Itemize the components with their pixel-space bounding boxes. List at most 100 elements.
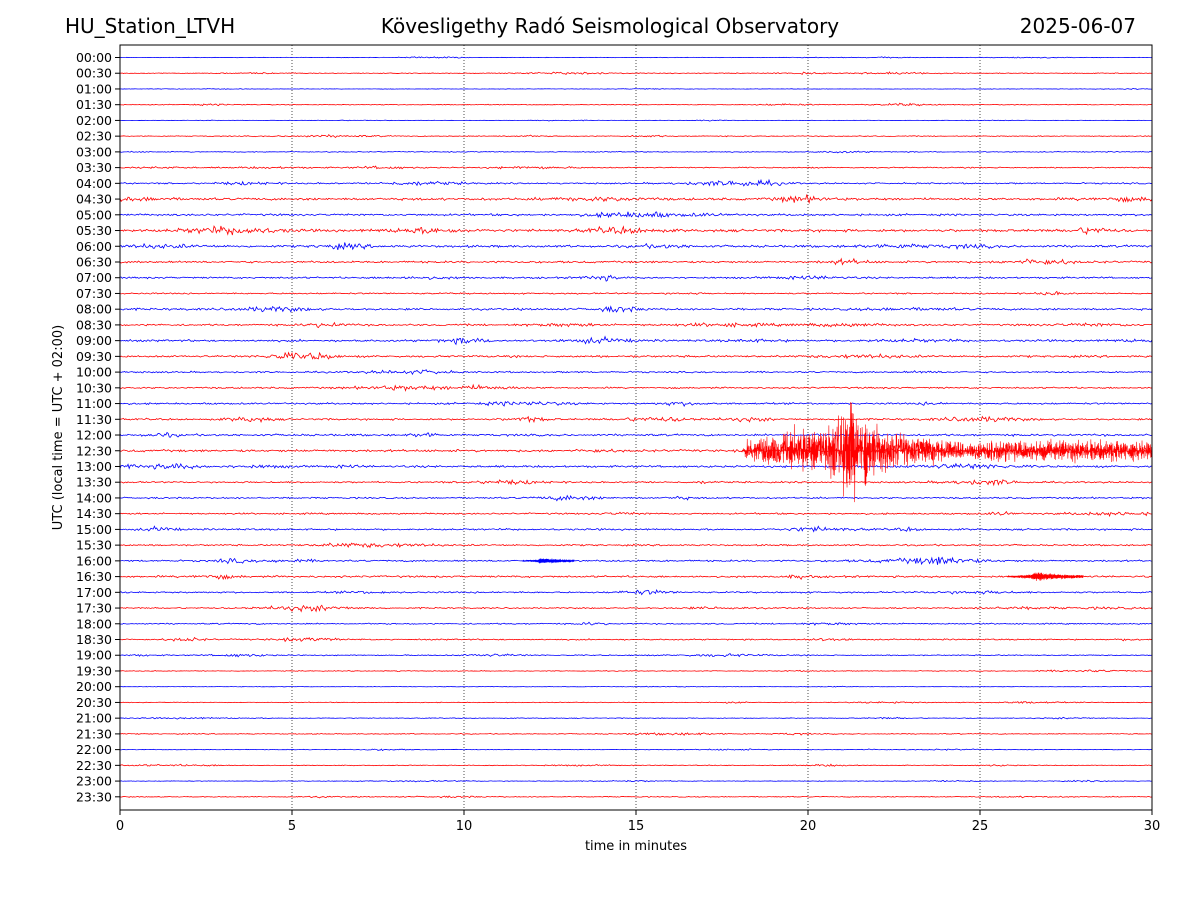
y-tick-label-05:30: 05:30 — [76, 223, 112, 238]
x-axis-label: time in minutes — [585, 839, 687, 854]
trace-row-20:30 — [119, 701, 1153, 704]
trace-row-15:00 — [119, 525, 1153, 533]
trace-row-17:30 — [119, 604, 1153, 613]
y-tick-label-13:30: 13:30 — [76, 475, 112, 490]
x-tick-label-10: 10 — [456, 819, 473, 834]
y-tick-label-01:30: 01:30 — [76, 97, 112, 112]
x-tick-label-15: 15 — [628, 819, 645, 834]
trace-row-10:00 — [119, 369, 1153, 376]
y-tick-label-15:00: 15:00 — [76, 522, 112, 537]
y-tick-label-10:30: 10:30 — [76, 380, 112, 395]
trace-row-19:00 — [119, 653, 1153, 658]
trace-row-08:00 — [119, 305, 1153, 313]
trace-row-02:30 — [119, 134, 1153, 139]
y-tick-label-07:30: 07:30 — [76, 286, 112, 301]
trace-row-08:30 — [119, 321, 1153, 329]
y-tick-label-06:30: 06:30 — [76, 254, 112, 269]
y-tick-label-11:00: 11:00 — [76, 396, 112, 411]
y-tick-label-10:00: 10:00 — [76, 365, 112, 380]
y-tick-label-06:00: 06:00 — [76, 239, 112, 254]
y-tick-label-22:00: 22:00 — [76, 742, 112, 757]
y-tick-label-03:30: 03:30 — [76, 160, 112, 175]
trace-row-17:00 — [119, 588, 1153, 596]
trace-row-13:00 — [119, 462, 1153, 470]
trace-row-16:30 — [119, 574, 1153, 581]
station-name: HU_Station_LTVH — [65, 14, 236, 38]
x-axis-ticks: 0 5 10 15 20 25 30 — [116, 810, 1160, 834]
y-tick-label-04:00: 04:00 — [76, 176, 112, 191]
trace-rows — [119, 56, 1153, 799]
trace-row-23:00 — [119, 779, 1153, 783]
trace-row-22:30 — [119, 763, 1153, 767]
trace-row-10:30 — [119, 383, 1153, 392]
trace-row-05:30 — [119, 225, 1153, 236]
y-tick-label-11:30: 11:30 — [76, 412, 112, 427]
y-tick-label-20:30: 20:30 — [76, 695, 112, 710]
trace-row-07:30 — [119, 290, 1153, 296]
trace-row-18:30 — [119, 636, 1153, 643]
event-traces — [522, 402, 1153, 582]
y-tick-label-03:00: 03:00 — [76, 144, 112, 159]
y-tick-label-14:00: 14:00 — [76, 490, 112, 505]
y-tick-label-16:30: 16:30 — [76, 569, 112, 584]
y-tick-label-07:00: 07:00 — [76, 270, 112, 285]
trace-row-09:30 — [119, 351, 1153, 360]
y-tick-label-23:00: 23:00 — [76, 774, 112, 789]
chart-title: Kövesligethy Radó Seismological Observat… — [380, 14, 840, 38]
trace-row-19:30 — [119, 669, 1153, 673]
trace-row-05:00 — [119, 211, 1153, 219]
trace-row-03:00 — [119, 150, 1153, 154]
y-tick-label-05:00: 05:00 — [76, 207, 112, 222]
trace-row-14:00 — [119, 494, 1153, 502]
y-tick-label-22:30: 22:30 — [76, 758, 112, 773]
trace-row-14:30 — [119, 510, 1153, 518]
trace-row-01:30 — [119, 102, 1153, 107]
y-axis-label: UTC (local time = UTC + 02:00) — [51, 325, 66, 530]
y-tick-label-21:00: 21:00 — [76, 711, 112, 726]
trace-row-21:00 — [119, 716, 1153, 720]
y-tick-label-02:30: 02:30 — [76, 129, 112, 144]
trace-row-21:30 — [119, 732, 1153, 736]
x-tick-label-0: 0 — [116, 819, 124, 834]
trace-row-20:00 — [119, 685, 1153, 688]
trace-row-07:00 — [119, 274, 1153, 282]
chart-date: 2025-06-07 — [1019, 14, 1136, 38]
trace-row-04:30 — [119, 194, 1153, 205]
y-tick-label-19:00: 19:00 — [76, 648, 112, 663]
x-tick-label-5: 5 — [288, 819, 296, 834]
y-tick-label-12:00: 12:00 — [76, 428, 112, 443]
trace-row-15:30 — [119, 542, 1153, 549]
y-tick-label-04:30: 04:30 — [76, 192, 112, 207]
y-tick-label-23:30: 23:30 — [76, 789, 112, 804]
y-tick-label-00:30: 00:30 — [76, 66, 112, 81]
y-tick-label-18:00: 18:00 — [76, 616, 112, 631]
y-tick-label-17:30: 17:30 — [76, 601, 112, 616]
trace-row-04:00 — [119, 178, 1153, 187]
y-tick-label-13:00: 13:00 — [76, 459, 112, 474]
trace-row-16:00 — [119, 556, 1153, 566]
y-tick-label-19:30: 19:30 — [76, 663, 112, 678]
y-tick-label-09:00: 09:00 — [76, 333, 112, 348]
y-tick-label-08:30: 08:30 — [76, 317, 112, 332]
trace-row-01:00 — [119, 88, 1153, 91]
trace-row-03:30 — [119, 165, 1153, 170]
y-axis-ticks: 00:0000:3001:0001:3002:0002:3003:0003:30… — [76, 50, 120, 804]
x-tick-label-30: 30 — [1144, 819, 1161, 834]
trace-row-06:00 — [119, 242, 1153, 251]
trace-row-12:00 — [119, 431, 1153, 438]
trace-row-13:30 — [119, 479, 1153, 487]
event-trace-16:30 — [1007, 572, 1084, 582]
y-tick-label-20:00: 20:00 — [76, 679, 112, 694]
trace-row-02:00 — [119, 119, 1153, 122]
y-tick-label-17:00: 17:00 — [76, 585, 112, 600]
trace-row-06:30 — [119, 257, 1153, 266]
trace-row-09:00 — [119, 335, 1153, 346]
y-tick-label-02:00: 02:00 — [76, 113, 112, 128]
event-trace-16:00 — [522, 558, 575, 564]
y-tick-label-18:30: 18:30 — [76, 632, 112, 647]
trace-row-11:00 — [119, 400, 1153, 407]
y-tick-label-16:00: 16:00 — [76, 553, 112, 568]
trace-row-22:00 — [119, 748, 1153, 752]
trace-row-18:00 — [119, 621, 1153, 626]
